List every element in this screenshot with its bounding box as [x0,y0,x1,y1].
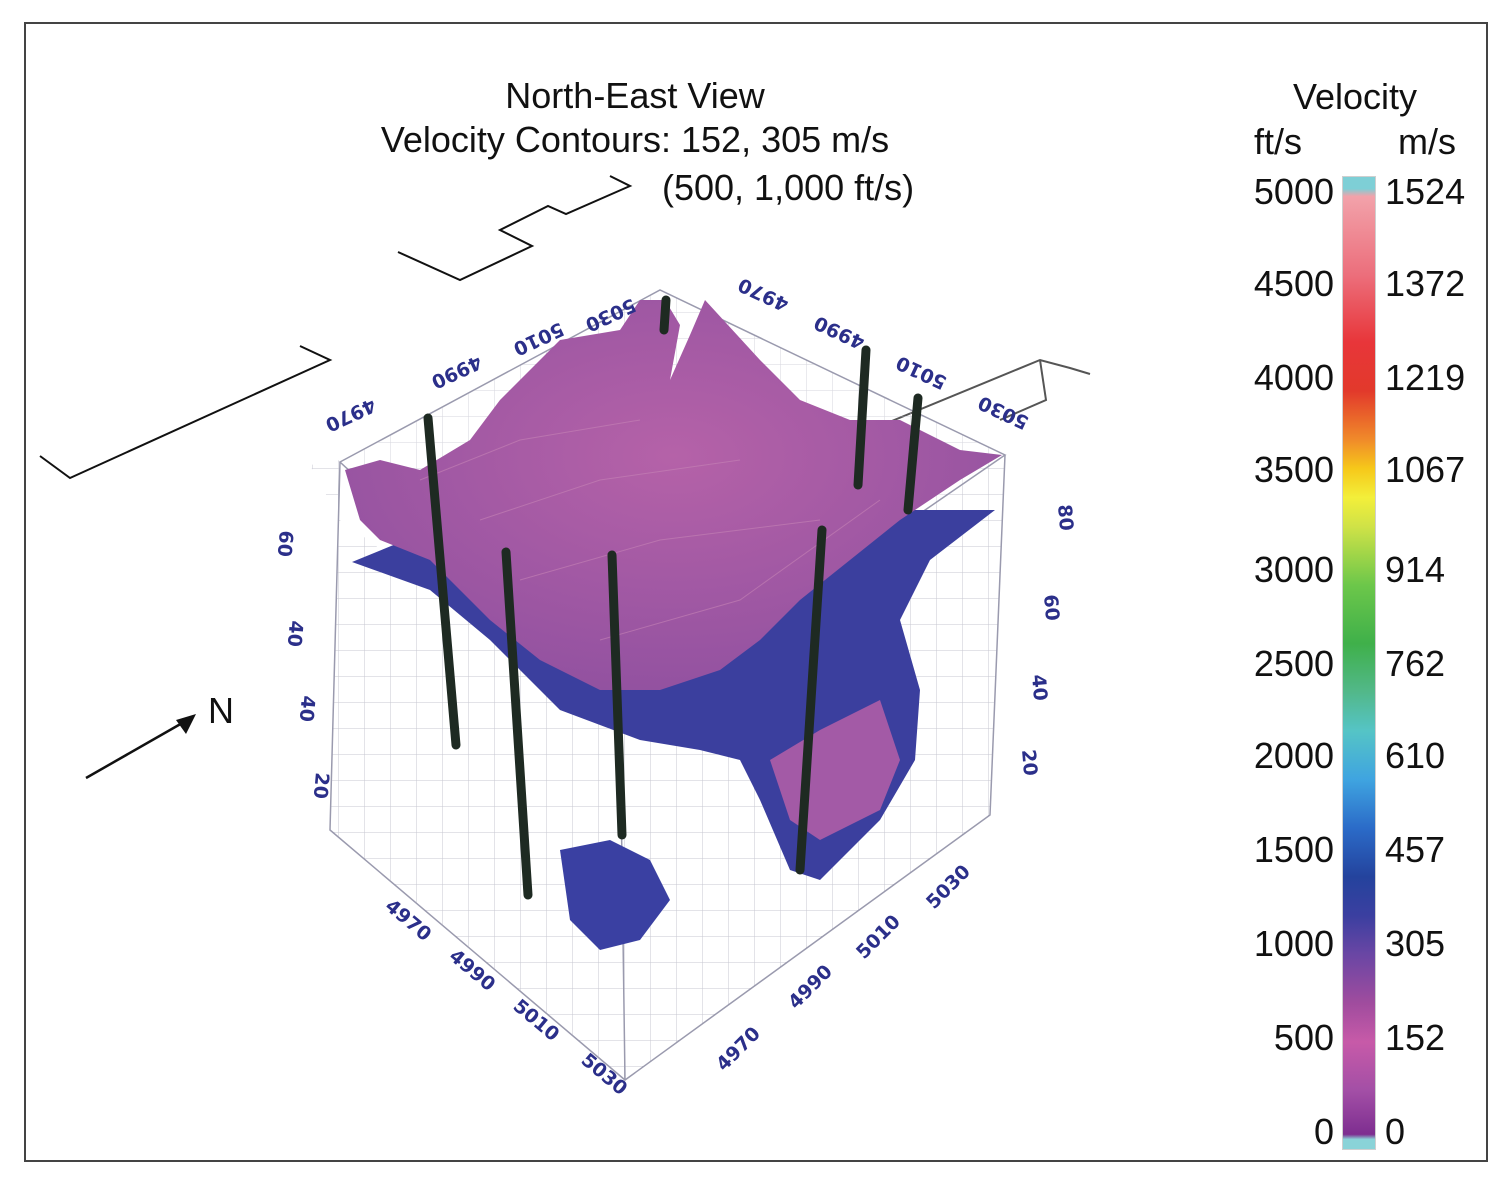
axis-tick-top-right-2: 4990 [811,311,868,353]
axis-tick-depth-right-1: 80 [1053,504,1077,532]
legend-ft-2000: 2000 [1253,735,1334,776]
legend-m-1524: 1524 [1385,171,1466,212]
legend-unit-ft: ft/s [1254,121,1303,162]
borehole-2 [501,547,533,900]
legend-ft-3000: 3000 [1253,549,1334,590]
borehole-4 [853,345,871,490]
north-arrow-icon [85,714,196,780]
north-label: N [208,690,234,731]
axis-tick-depth-left-4: 20 [309,772,333,800]
site-outline-right [869,358,1091,431]
axis-tick-depth-left-1: 60 [273,530,297,558]
legend-ft-3500: 3500 [1253,449,1334,490]
site-outline-upper [397,175,633,282]
legend-ft-1500: 1500 [1253,829,1334,870]
legend-m-1219: 1219 [1385,357,1466,398]
legend-ft-500: 500 [1273,1017,1334,1058]
figure-subtitle-units: (500, 1,000 ft/s) [662,167,915,208]
axis-tick-top-left-2: 4990 [428,350,485,392]
velocity-colorbar [1342,176,1376,1150]
legend-ft-2500: 2500 [1253,643,1334,684]
legend-m-914: 914 [1385,549,1446,590]
legend-ft-1000: 1000 [1253,923,1334,964]
legend-unit-m: m/s [1398,121,1456,162]
figure-title: North-East View [505,75,765,116]
legend-title: Velocity [1292,76,1418,117]
axis-tick-top-left-1: 4970 [322,393,379,435]
legend-ft-0: 0 [1313,1111,1334,1152]
axis-tick-top-right-3: 5010 [893,351,950,393]
axis-tick-bottom-right-4: 5030 [922,861,975,914]
axis-tick-top-right-4: 5030 [975,391,1032,433]
grid-face-left [310,460,625,1080]
borehole-3 [607,550,627,840]
legend-m-152: 152 [1385,1017,1446,1058]
surface-texture [419,419,881,641]
legend-m-1067: 1067 [1385,449,1466,490]
legend-m-457: 457 [1385,829,1446,870]
legend-ft-5000: 5000 [1253,171,1334,212]
axis-tick-bottom-right-2: 4990 [784,961,837,1014]
axis-tick-bottom-right-1: 4970 [712,1023,765,1076]
borehole-5 [903,393,923,515]
axis-tick-depth-left-3: 40 [295,695,319,723]
legend-m-305: 305 [1385,923,1446,964]
figure-subtitle: Velocity Contours: 152, 305 m/s [380,119,890,160]
axis-tick-bottom-right-3: 5010 [852,911,905,964]
legend-m-610: 610 [1385,735,1446,776]
legend-m-1372: 1372 [1385,263,1466,304]
legend-m-0: 0 [1385,1111,1406,1152]
borehole-7 [659,295,671,335]
legend-m-762: 762 [1385,643,1446,684]
borehole-6 [795,525,827,875]
boreholes [423,295,923,900]
axis-tick-depth-right-3: 40 [1027,674,1051,702]
axis-tick-depth-right-4: 20 [1017,749,1041,777]
blue-pocket [560,840,670,950]
borehole-1 [423,413,461,750]
axis-tick-top-right-1: 4970 [735,273,792,315]
axis-tick-depth-left-2: 40 [283,620,307,648]
legend-ft-4000: 4000 [1253,357,1334,398]
site-outline-lower [39,345,333,480]
axis-tick-depth-right-2: 60 [1039,594,1063,622]
legend-ft-4500: 4500 [1253,263,1334,304]
